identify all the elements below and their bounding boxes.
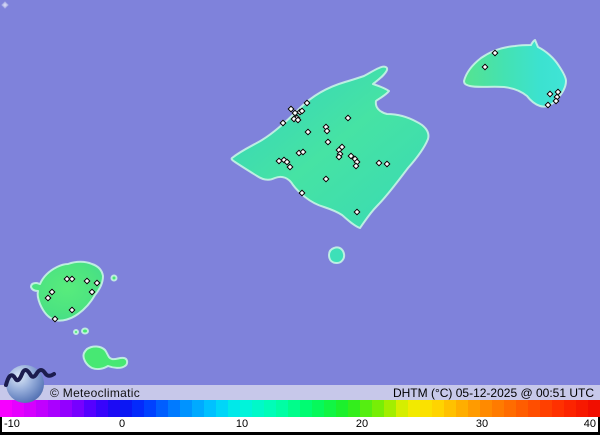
- scale-cell: [180, 400, 192, 417]
- bottom-border: [0, 432, 600, 435]
- meteoclimatic-logo[interactable]: [2, 358, 64, 410]
- scale-cell: [0, 400, 12, 417]
- scale-cell: [288, 400, 300, 417]
- islet: [73, 329, 79, 335]
- scale-cell: [516, 400, 528, 417]
- copyright-label: © Meteoclimatic: [50, 386, 141, 400]
- scale-cell: [396, 400, 408, 417]
- scale-cell: [24, 400, 36, 417]
- scale-cell: [576, 400, 588, 417]
- scale-cell: [432, 400, 444, 417]
- scale-cell: [132, 400, 144, 417]
- scale-cell: [264, 400, 276, 417]
- status-label: DHTM (°C) 05-12-2025 @ 00:51 UTC: [392, 386, 594, 400]
- scale-cell: [84, 400, 96, 417]
- scale-cell: [312, 400, 324, 417]
- scale-cell: [228, 400, 240, 417]
- scale-tick-label: 0: [118, 418, 126, 430]
- scale-cell: [96, 400, 108, 417]
- map-area: [1, 1, 567, 371]
- island-formentera: [82, 345, 129, 371]
- scale-cell: [468, 400, 480, 417]
- island-ibiza: [30, 260, 104, 322]
- islet: [81, 327, 89, 335]
- scale-tick-label: 20: [355, 418, 369, 430]
- scale-cell: [240, 400, 252, 417]
- scale-cell: [276, 400, 288, 417]
- scale-cell: [324, 400, 336, 417]
- scale-cell: [564, 400, 576, 417]
- scale-cell: [504, 400, 516, 417]
- scale-cell: [300, 400, 312, 417]
- island-menorca: [463, 39, 567, 108]
- scale-cell: [120, 400, 132, 417]
- island-mallorca: [230, 65, 430, 229]
- scale-cell: [204, 400, 216, 417]
- scale-cell: [444, 400, 456, 417]
- logo-wave-icon: [4, 368, 56, 387]
- scale-cell: [540, 400, 552, 417]
- scale-cell: [36, 400, 48, 417]
- scale-cell: [372, 400, 384, 417]
- info-bar: © Meteoclimatic DHTM (°C) 05-12-2025 @ 0…: [0, 385, 600, 400]
- scale-cell: [384, 400, 396, 417]
- scale-tick-label: -10: [4, 418, 20, 430]
- scale-cell: [360, 400, 372, 417]
- scale-tick-label: 40: [583, 418, 596, 430]
- scale-cell: [216, 400, 228, 417]
- scale-cell: [456, 400, 468, 417]
- scale-cell: [420, 400, 432, 417]
- scale-cell: [252, 400, 264, 417]
- scale-tick-label: 30: [475, 418, 489, 430]
- scale-cell: [168, 400, 180, 417]
- scale-cell: [480, 400, 492, 417]
- scale-cell: [192, 400, 204, 417]
- island-cabrera: [328, 246, 346, 264]
- scale-cell: [72, 400, 84, 417]
- scale-cell: [348, 400, 360, 417]
- scale-cell: [156, 400, 168, 417]
- scale-cell: [492, 400, 504, 417]
- scale-cell: [60, 400, 72, 417]
- scale-cell: [588, 400, 600, 417]
- scale-tick-labels: -10 0 10 20 30 40: [0, 417, 600, 432]
- scale-cell: [108, 400, 120, 417]
- scale-cell: [48, 400, 60, 417]
- scale-cell: [12, 400, 24, 417]
- temperature-scale: [0, 400, 600, 417]
- scale-cell: [408, 400, 420, 417]
- scale-cell: [552, 400, 564, 417]
- islet-tagomago: [110, 274, 118, 282]
- scale-tick-label: 10: [235, 418, 249, 430]
- islands-svg: [30, 39, 567, 371]
- scale-cell: [144, 400, 156, 417]
- scale-cell: [336, 400, 348, 417]
- scale-cell: [528, 400, 540, 417]
